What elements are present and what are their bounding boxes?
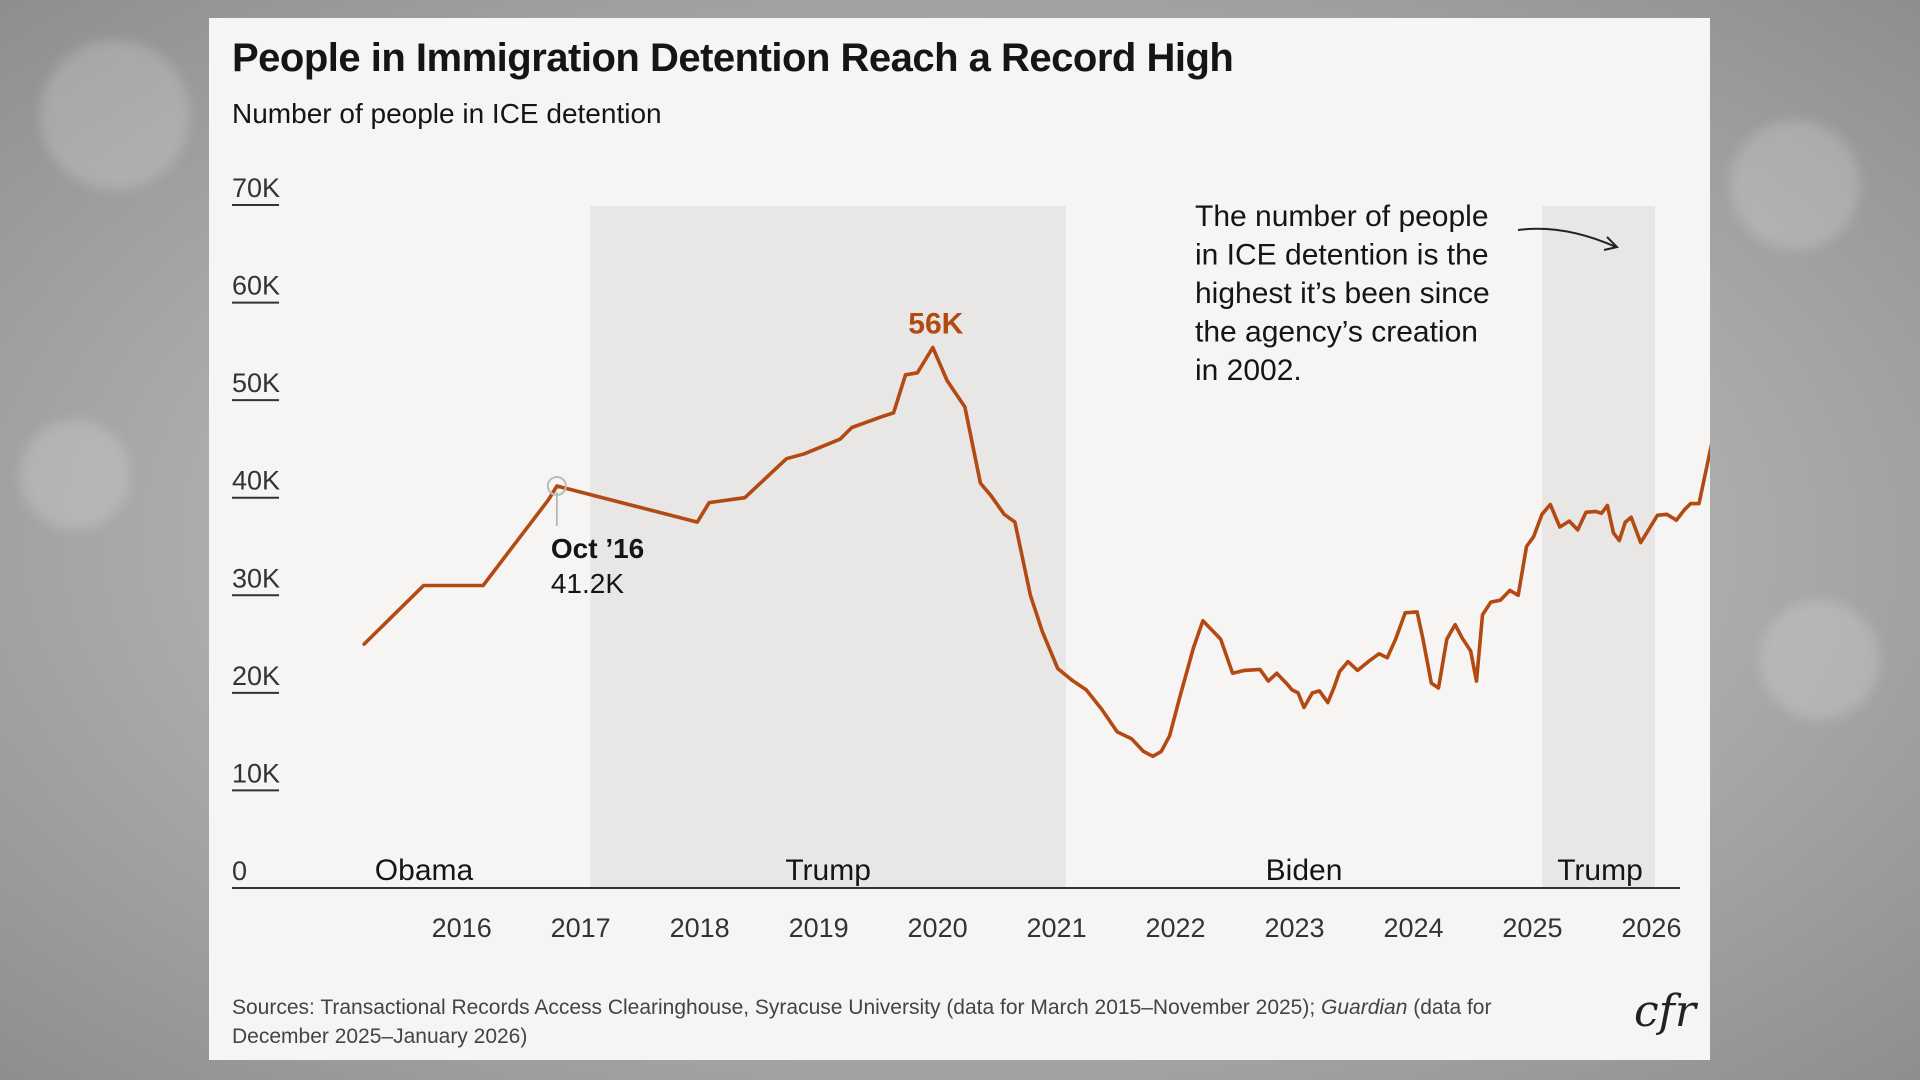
oct16-marker [546,476,567,497]
y-tick-label: 70K [232,173,280,203]
x-tick-label: 2018 [670,913,730,943]
x-tick-label: 2020 [908,913,968,943]
chart-title: People in Immigration Detention Reach a … [232,36,1234,80]
y-tick-label: 0 [232,856,247,886]
callout-text-line: in ICE detention is the [1195,239,1489,272]
bokeh-light [20,420,130,530]
x-tick-label: 2016 [432,913,492,943]
y-tick-label: 50K [232,368,280,398]
callout-arrowhead [1603,236,1619,251]
y-tick-label: 30K [232,563,280,593]
cfr-logo: cfr [1634,986,1696,1037]
bokeh-light [1760,600,1880,720]
x-tick-label: 2021 [1027,913,1087,943]
callout-text-line: the agency’s creation [1195,316,1478,349]
x-tick-label: 2017 [551,913,611,943]
period-label: Biden [1266,854,1343,887]
x-tick-label: 2023 [1264,913,1324,943]
sources-prefix: Sources: Transactional Records Access Cl… [232,996,1322,1019]
chart-card: People in Immigration Detention Reach a … [209,18,1710,1060]
x-tick-label: 2024 [1383,913,1443,943]
x-tick-label: 2022 [1145,913,1205,943]
callout-arrow [1517,227,1617,248]
oct16-label: Oct ’16 [551,533,644,564]
oct16-value: 41.2K [551,568,624,599]
x-tick-label: 2025 [1502,913,1562,943]
period-label: Obama [375,854,474,887]
callout-text-line: in 2002. [1195,354,1302,387]
peak-56k-label: 56K [908,307,963,340]
y-tick-label: 40K [232,466,280,496]
x-tick-label: 2019 [789,913,849,943]
bokeh-light [40,40,190,190]
sources-italic: Guardian [1321,996,1408,1019]
y-tick-label: 60K [232,271,280,301]
callout-text-line: highest it’s been since [1195,277,1490,310]
detention-line [362,345,1710,759]
y-tick-label: 20K [232,661,280,691]
period-shade [1541,206,1655,888]
period-shade [590,206,1067,888]
sources-suffix: (data for December 2025–January 2026) [232,996,1492,1048]
bokeh-light [1730,120,1860,250]
x-tick-label: 2026 [1621,913,1681,943]
y-tick-label: 10K [232,758,280,788]
callout-text-line: The number of people [1195,200,1489,233]
period-label: Trump [1557,854,1643,887]
sources-note: Sources: Transactional Records Access Cl… [232,993,1562,1051]
line-chart: Obama Trump Biden Trump 0 10K 20K 30K 40K 50K 60K 7… [232,173,1710,943]
period-label: Trump [785,854,871,887]
chart-subtitle: Number of people in ICE detention [232,98,662,129]
